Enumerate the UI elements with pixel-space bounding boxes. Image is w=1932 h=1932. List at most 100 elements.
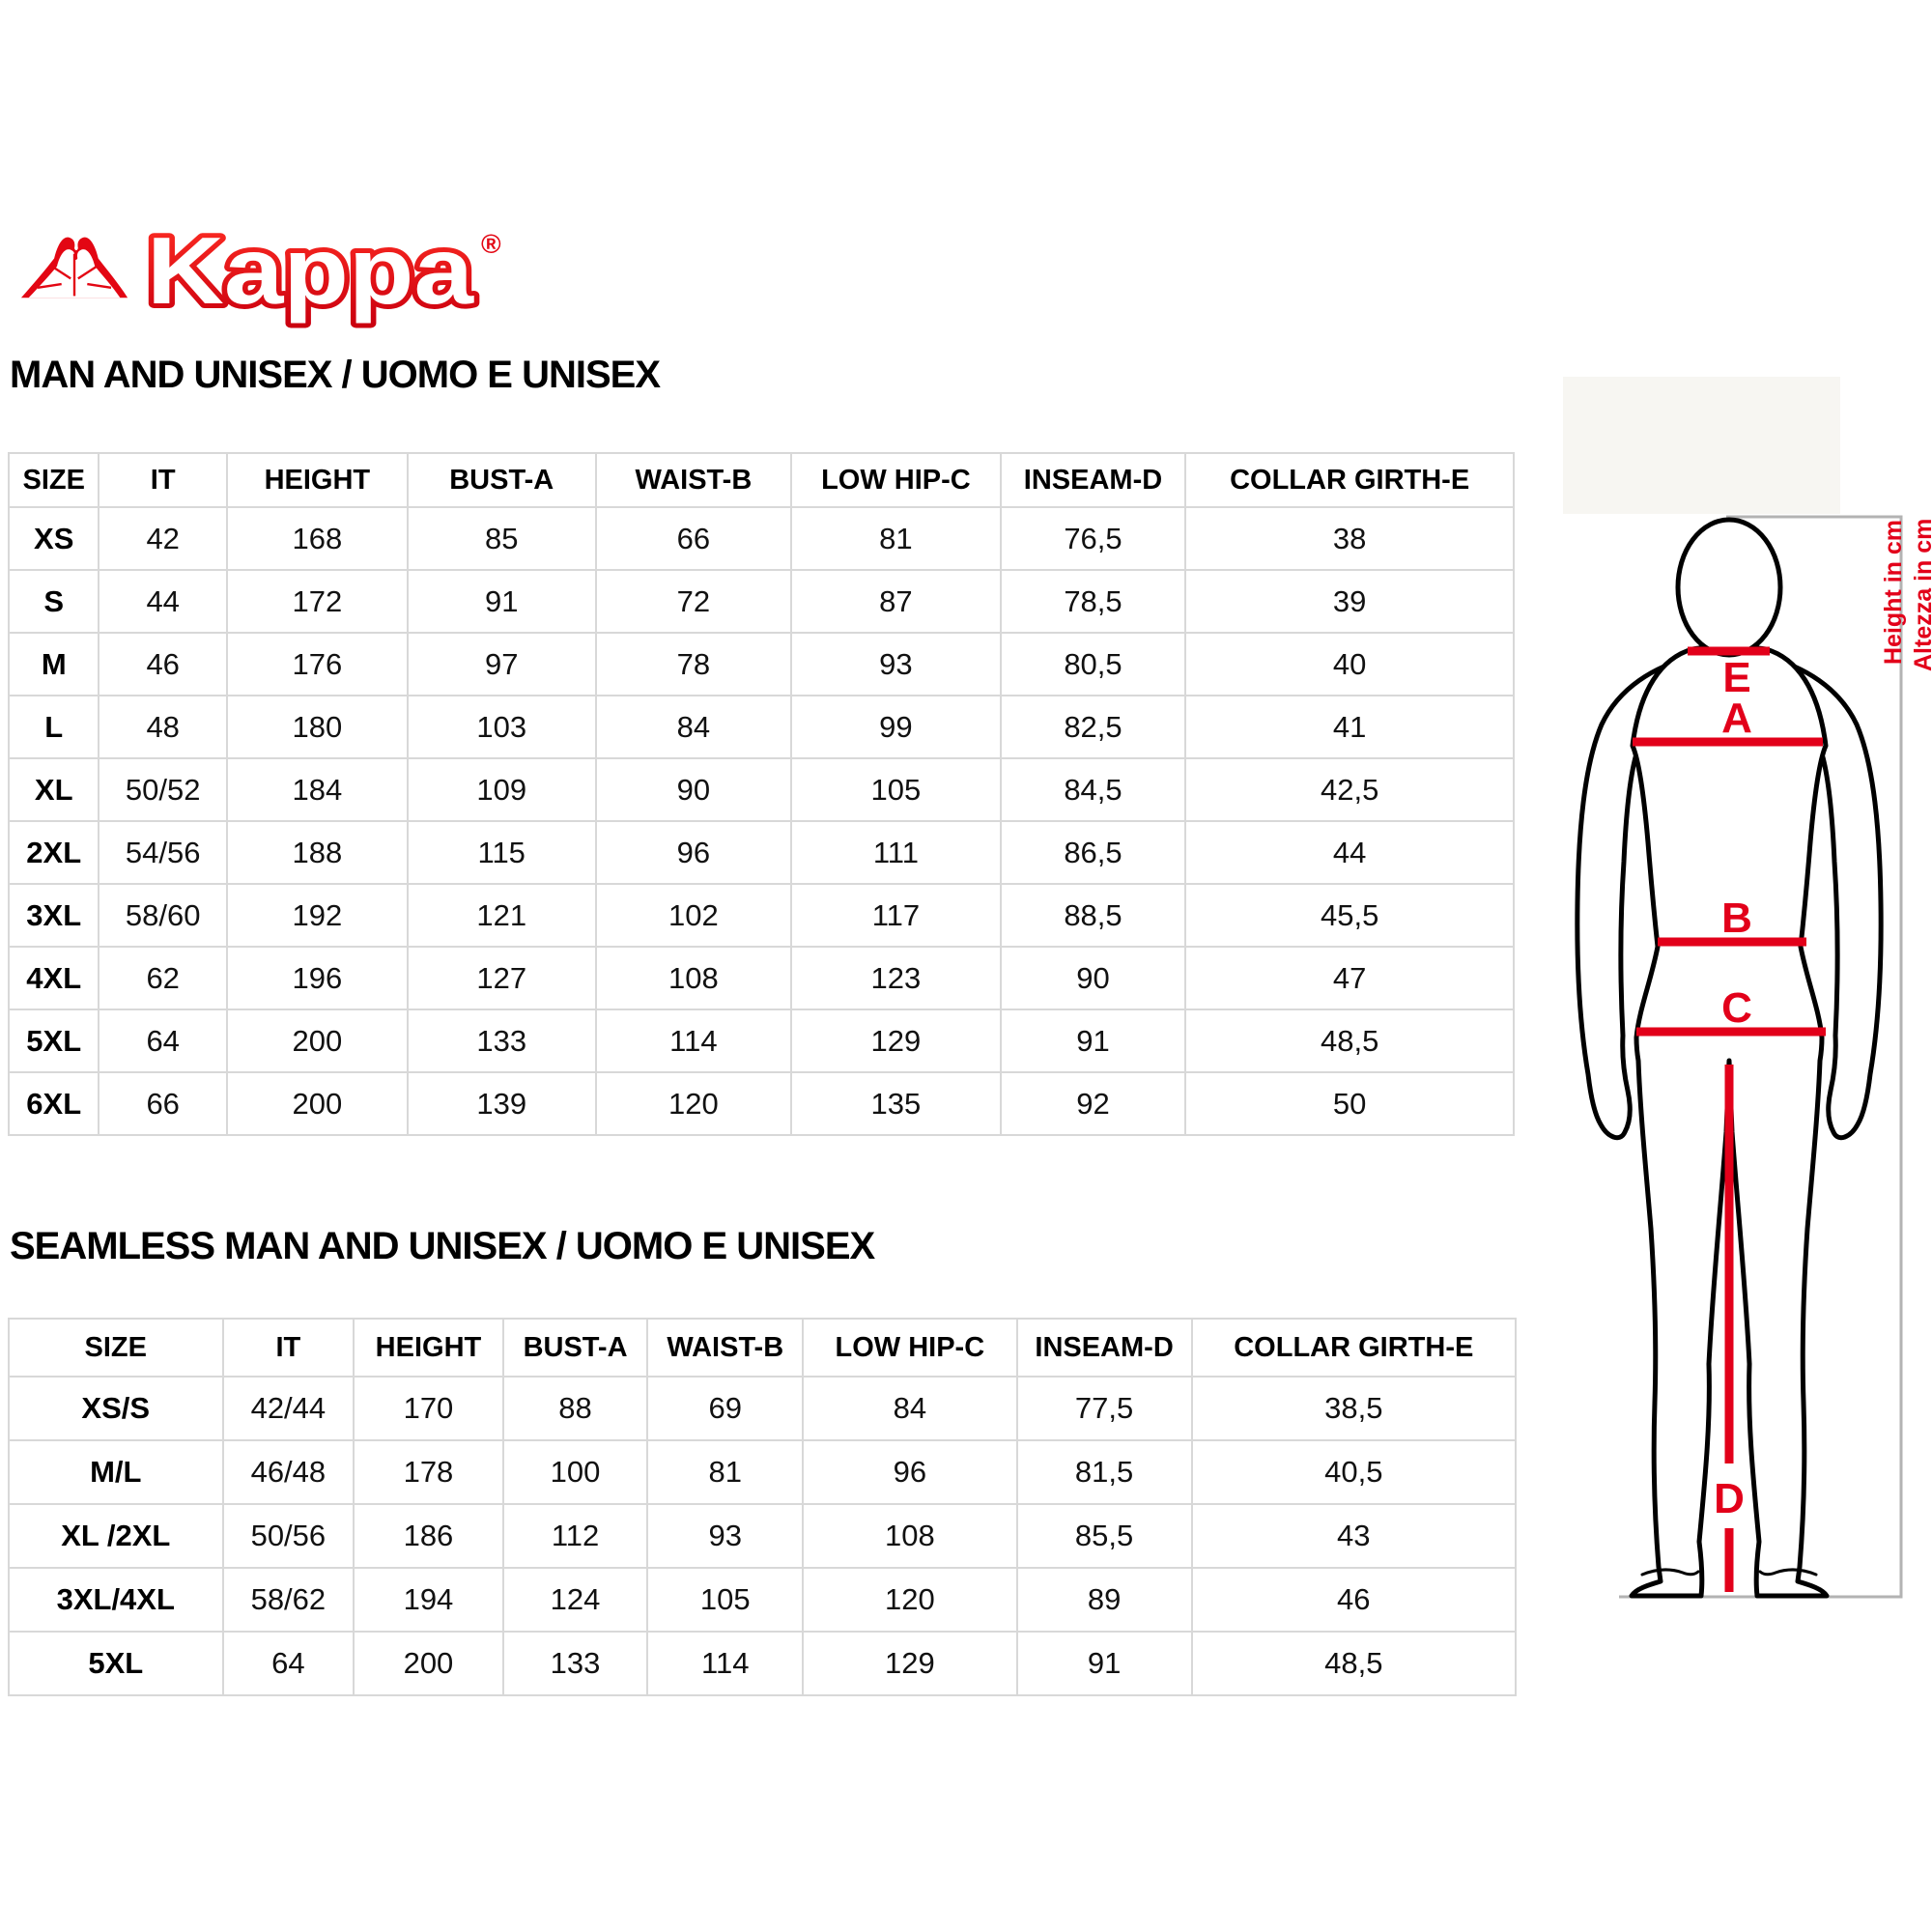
header-row: SIZE IT HEIGHT BUST-A WAIST-B LOW HIP-C INSEAM… bbox=[7, 452, 1515, 508]
value-cell: 100 bbox=[501, 1439, 649, 1505]
value-cell: 41 bbox=[1184, 695, 1515, 759]
value-cell: 54/56 bbox=[98, 820, 228, 885]
value-cell: 139 bbox=[406, 1071, 597, 1136]
value-cell: 135 bbox=[790, 1071, 1002, 1136]
table-row: 4XL 62 196 127 108 123 90 47 bbox=[7, 946, 1515, 1010]
kappa-wordmark: Kappa bbox=[147, 217, 475, 324]
table-body: XS 42 168 85 66 81 76,5 38 S 44 172 91 72 87 78,5 39 M 46… bbox=[7, 506, 1515, 1136]
value-cell: 40 bbox=[1184, 632, 1515, 696]
man-unisex-size-table: SIZE IT HEIGHT BUST-A WAIST-B LOW HIP-C INSEAM… bbox=[7, 452, 1515, 1136]
value-cell: 102 bbox=[594, 883, 793, 948]
table-row: 5XL 64 200 133 114 129 91 48,5 bbox=[8, 1631, 1518, 1696]
table-row: 2XL 54/56 188 115 96 111 86,5 44 bbox=[7, 820, 1515, 885]
size-cell: XS/S bbox=[8, 1376, 224, 1441]
value-cell: 81 bbox=[646, 1439, 805, 1505]
value-cell: 85 bbox=[406, 506, 597, 571]
size-cell: 5XL bbox=[7, 1009, 100, 1073]
table-row: S 44 172 91 72 87 78,5 39 bbox=[7, 569, 1515, 634]
value-cell: 87 bbox=[790, 569, 1002, 634]
value-cell: 109 bbox=[406, 757, 597, 822]
value-cell: 129 bbox=[802, 1631, 1018, 1696]
value-cell: 200 bbox=[225, 1009, 409, 1073]
measurement-lines bbox=[1633, 646, 1826, 1592]
column-header: HEIGHT bbox=[225, 452, 409, 508]
value-cell: 178 bbox=[353, 1439, 504, 1505]
value-cell: 45,5 bbox=[1184, 883, 1515, 948]
value-cell: 90 bbox=[594, 757, 793, 822]
height-note-en: Height in cm bbox=[1880, 520, 1907, 665]
column-header: COLLAR GIRTH-E bbox=[1184, 452, 1515, 508]
value-cell: 42/44 bbox=[221, 1376, 355, 1441]
value-cell: 105 bbox=[646, 1567, 805, 1633]
value-cell: 91 bbox=[1015, 1631, 1193, 1696]
value-cell: 124 bbox=[501, 1567, 649, 1633]
value-cell: 72 bbox=[594, 569, 793, 634]
column-header: INSEAM-D bbox=[999, 452, 1187, 508]
size-cell: 3XL/4XL bbox=[8, 1567, 224, 1633]
value-cell: 84 bbox=[802, 1376, 1018, 1441]
value-cell: 58/62 bbox=[221, 1567, 355, 1633]
value-cell: 133 bbox=[406, 1009, 597, 1073]
column-header: HEIGHT bbox=[353, 1318, 504, 1378]
value-cell: 103 bbox=[406, 695, 597, 759]
column-header: BUST-A bbox=[501, 1318, 649, 1378]
value-cell: 172 bbox=[225, 569, 409, 634]
diagram-background-box bbox=[1563, 377, 1840, 514]
column-header: COLLAR GIRTH-E bbox=[1190, 1318, 1518, 1378]
column-header: BUST-A bbox=[406, 452, 597, 508]
size-cell: S bbox=[7, 569, 100, 634]
left-arm bbox=[1575, 654, 1695, 1141]
value-cell: 115 bbox=[406, 820, 597, 885]
table-row: 3XL/4XL 58/62 194 124 105 120 89 46 bbox=[8, 1567, 1518, 1633]
size-cell: 4XL bbox=[7, 946, 100, 1010]
value-cell: 168 bbox=[225, 506, 409, 571]
value-cell: 89 bbox=[1015, 1567, 1193, 1633]
section-title-man-unisex: MAN AND UNISEX / UOMO E UNISEX bbox=[10, 354, 661, 396]
label-waist-B: B bbox=[1721, 895, 1752, 942]
value-cell: 200 bbox=[353, 1631, 504, 1696]
label-bust-A: A bbox=[1721, 695, 1752, 742]
column-header: INSEAM-D bbox=[1015, 1318, 1193, 1378]
value-cell: 44 bbox=[1184, 820, 1515, 885]
value-cell: 188 bbox=[225, 820, 409, 885]
value-cell: 112 bbox=[501, 1503, 649, 1569]
value-cell: 200 bbox=[225, 1071, 409, 1136]
value-cell: 48 bbox=[98, 695, 228, 759]
human-figure-outline bbox=[1575, 517, 1884, 1599]
value-cell: 80,5 bbox=[999, 632, 1187, 696]
label-low-hip-C: C bbox=[1721, 984, 1752, 1032]
table-row: 5XL 64 200 133 114 129 91 48,5 bbox=[7, 1009, 1515, 1073]
value-cell: 86,5 bbox=[999, 820, 1187, 885]
value-cell: 127 bbox=[406, 946, 597, 1010]
table-body: XS/S 42/44 170 88 69 84 77,5 38,5 M/L 46/48 178 100… bbox=[8, 1376, 1518, 1696]
value-cell: 111 bbox=[790, 820, 1002, 885]
value-cell: 38 bbox=[1184, 506, 1515, 571]
table-row: XL /2XL 50/56 186 112 93 108 85,5 43 bbox=[8, 1503, 1518, 1569]
value-cell: 120 bbox=[594, 1071, 793, 1136]
label-collar-E: E bbox=[1722, 654, 1750, 701]
value-cell: 105 bbox=[790, 757, 1002, 822]
value-cell: 84,5 bbox=[999, 757, 1187, 822]
value-cell: 93 bbox=[790, 632, 1002, 696]
value-cell: 184 bbox=[225, 757, 409, 822]
value-cell: 39 bbox=[1184, 569, 1515, 634]
kappa-logo: Kappa ® bbox=[20, 213, 501, 328]
table-row: M/L 46/48 178 100 81 96 81,5 40,5 bbox=[8, 1439, 1518, 1505]
label-inseam-D: D bbox=[1714, 1475, 1745, 1522]
value-cell: 92 bbox=[999, 1071, 1187, 1136]
foot-details bbox=[1640, 1568, 1818, 1577]
value-cell: 42 bbox=[98, 506, 228, 571]
value-cell: 121 bbox=[406, 883, 597, 948]
value-cell: 90 bbox=[999, 946, 1187, 1010]
size-cell: XL /2XL bbox=[8, 1503, 224, 1569]
value-cell: 46 bbox=[1190, 1567, 1518, 1633]
height-note-it: Altezza in cm bbox=[1910, 519, 1932, 671]
right-arm bbox=[1763, 654, 1884, 1141]
size-cell: 2XL bbox=[7, 820, 100, 885]
value-cell: 99 bbox=[790, 695, 1002, 759]
table-row: M 46 176 97 78 93 80,5 40 bbox=[7, 632, 1515, 696]
value-cell: 108 bbox=[802, 1503, 1018, 1569]
torso-and-legs bbox=[1629, 643, 1830, 1599]
value-cell: 180 bbox=[225, 695, 409, 759]
